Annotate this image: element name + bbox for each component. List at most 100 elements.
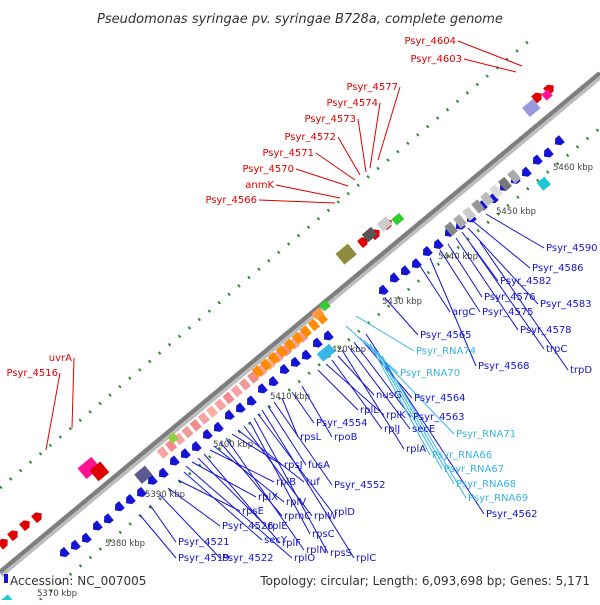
reverse-gene-arrow [181,448,191,459]
reverse-gene-label: Psyr_4554 [316,418,368,429]
scale-ticks: 5370 kbp 5380 kbp 5390 kbp 5400 kbp 5410 kbp… [37,163,593,599]
rna-block [316,343,336,362]
operon-gene-block [238,378,251,391]
reverse-gene-label: rpoB [334,432,358,443]
forward-gene-arrow [531,92,542,104]
gene-block [536,176,551,191]
rna-gene-label: Psyr_RNA68 [456,479,516,490]
label-leader-line [139,514,177,559]
gene-block [462,206,476,222]
label-leader-line [347,345,411,430]
label-leader-line [359,337,413,399]
label-leader-line [331,359,383,430]
reverse-gene-arrow [434,238,444,249]
reverse-gene-arrow [280,363,290,375]
label-leader-line [149,504,177,543]
accession-marker [4,574,8,583]
reverse-gene-label: Psyr_4568 [478,361,530,372]
operon-gene-block [291,332,304,345]
reverse-gene-label: Psyr_4526 [222,521,274,532]
reverse-gene-arrow [302,349,312,360]
genome-summary-text: Topology: circular; Length: 6,093,698 bp… [259,574,590,588]
operon-gene-block [156,446,169,459]
gene-block [507,169,521,184]
label-leader-line [419,265,451,313]
label-leader-line [261,409,355,559]
reverse-gene-arrow [93,520,103,531]
label-leader-line [439,249,481,313]
label-leader-line [249,421,311,535]
reverse-gene-arrow [159,467,169,478]
label-leader-line [473,221,531,269]
label-leader-line [291,391,315,424]
reverse-gene-label: Psyr_4522 [222,553,274,564]
label-leader-line [197,457,267,527]
reverse-gene-label: rplA [406,444,426,455]
forward-gene-block [335,243,357,265]
label-leader-line [45,372,61,451]
rna-gene-label: Psyr_RNA69 [468,493,528,504]
reverse-gene-label: rplF [282,538,301,549]
label-leader-line [183,471,263,541]
reverse-gene-arrow [192,441,202,452]
label-leader-line [253,417,329,554]
label-leader-line [467,227,539,305]
reverse-gene-label: Psyr_4519 [178,553,230,564]
forward-gene-block [541,89,553,101]
operon-gene-block [247,371,260,384]
backbone-line [0,71,600,574]
reverse-gene-arrow [82,532,92,543]
reverse-gene-label: Psyr_4565 [420,330,472,341]
operon-gene-block [206,405,219,418]
label-leader-line [317,369,359,411]
reverse-gene-arrow [137,486,147,497]
operon-gene-block [259,358,272,372]
reverse-gene-label: rplC [356,553,376,564]
reverse-gene-arrow [269,376,279,387]
label-leader-line [357,118,367,173]
label-leaders [45,40,569,559]
reverse-gene-label: nusG [376,390,402,401]
reverse-gene-label: Psyr_4564 [414,393,466,404]
reverse-gene-label: rplV [286,497,306,508]
label-leader-line [337,136,361,176]
reverse-gene-label: rplJ [384,424,400,435]
scale-tick-label: 5420 kbp [326,345,366,355]
reverse-gene-arrow [555,135,565,146]
forward-gene-arrow [19,520,30,532]
reverse-gene-arrow [379,284,389,295]
reverse-gene-label: rplD [334,507,355,518]
label-leader-line [365,333,485,515]
label-leader-line [243,425,313,517]
label-leader-line [301,385,333,438]
label-leader-line [258,199,336,204]
reverse-gene-label: Psyr_4586 [532,263,584,274]
label-leader-line [295,168,349,187]
scale-tick-label: 5460 kbp [553,163,593,173]
reverse-gene-label: rplN [306,545,327,556]
forward-gene-arrow [7,530,18,542]
forward-gene-block [89,461,110,482]
gene-features [0,84,565,605]
label-leader-line [209,449,275,483]
reverse-gene-label: trpD [570,365,592,376]
operon-gene-block [165,439,178,452]
genome-backbone [0,71,600,578]
reverse-gene-arrow [60,546,70,558]
scale-tick-label: 5440 kbp [438,252,478,262]
label-leader-line [457,40,523,67]
label-leader-line [203,453,281,544]
reverse-gene-arrow [104,513,114,524]
label-leader-line [275,184,341,199]
reverse-gene-arrow [412,258,422,269]
gene-block [471,199,485,214]
label-leader-line [315,152,356,181]
label-leader-line [355,315,415,352]
forward-gene-block [77,456,101,480]
reverse-gene-label: rplE [268,521,288,532]
operon-gene-block [181,425,194,439]
operon-gene-block [197,412,210,425]
gene-block [167,432,179,444]
operon-gene-block [307,318,320,332]
reverse-gene-label: rpsE [242,506,264,517]
